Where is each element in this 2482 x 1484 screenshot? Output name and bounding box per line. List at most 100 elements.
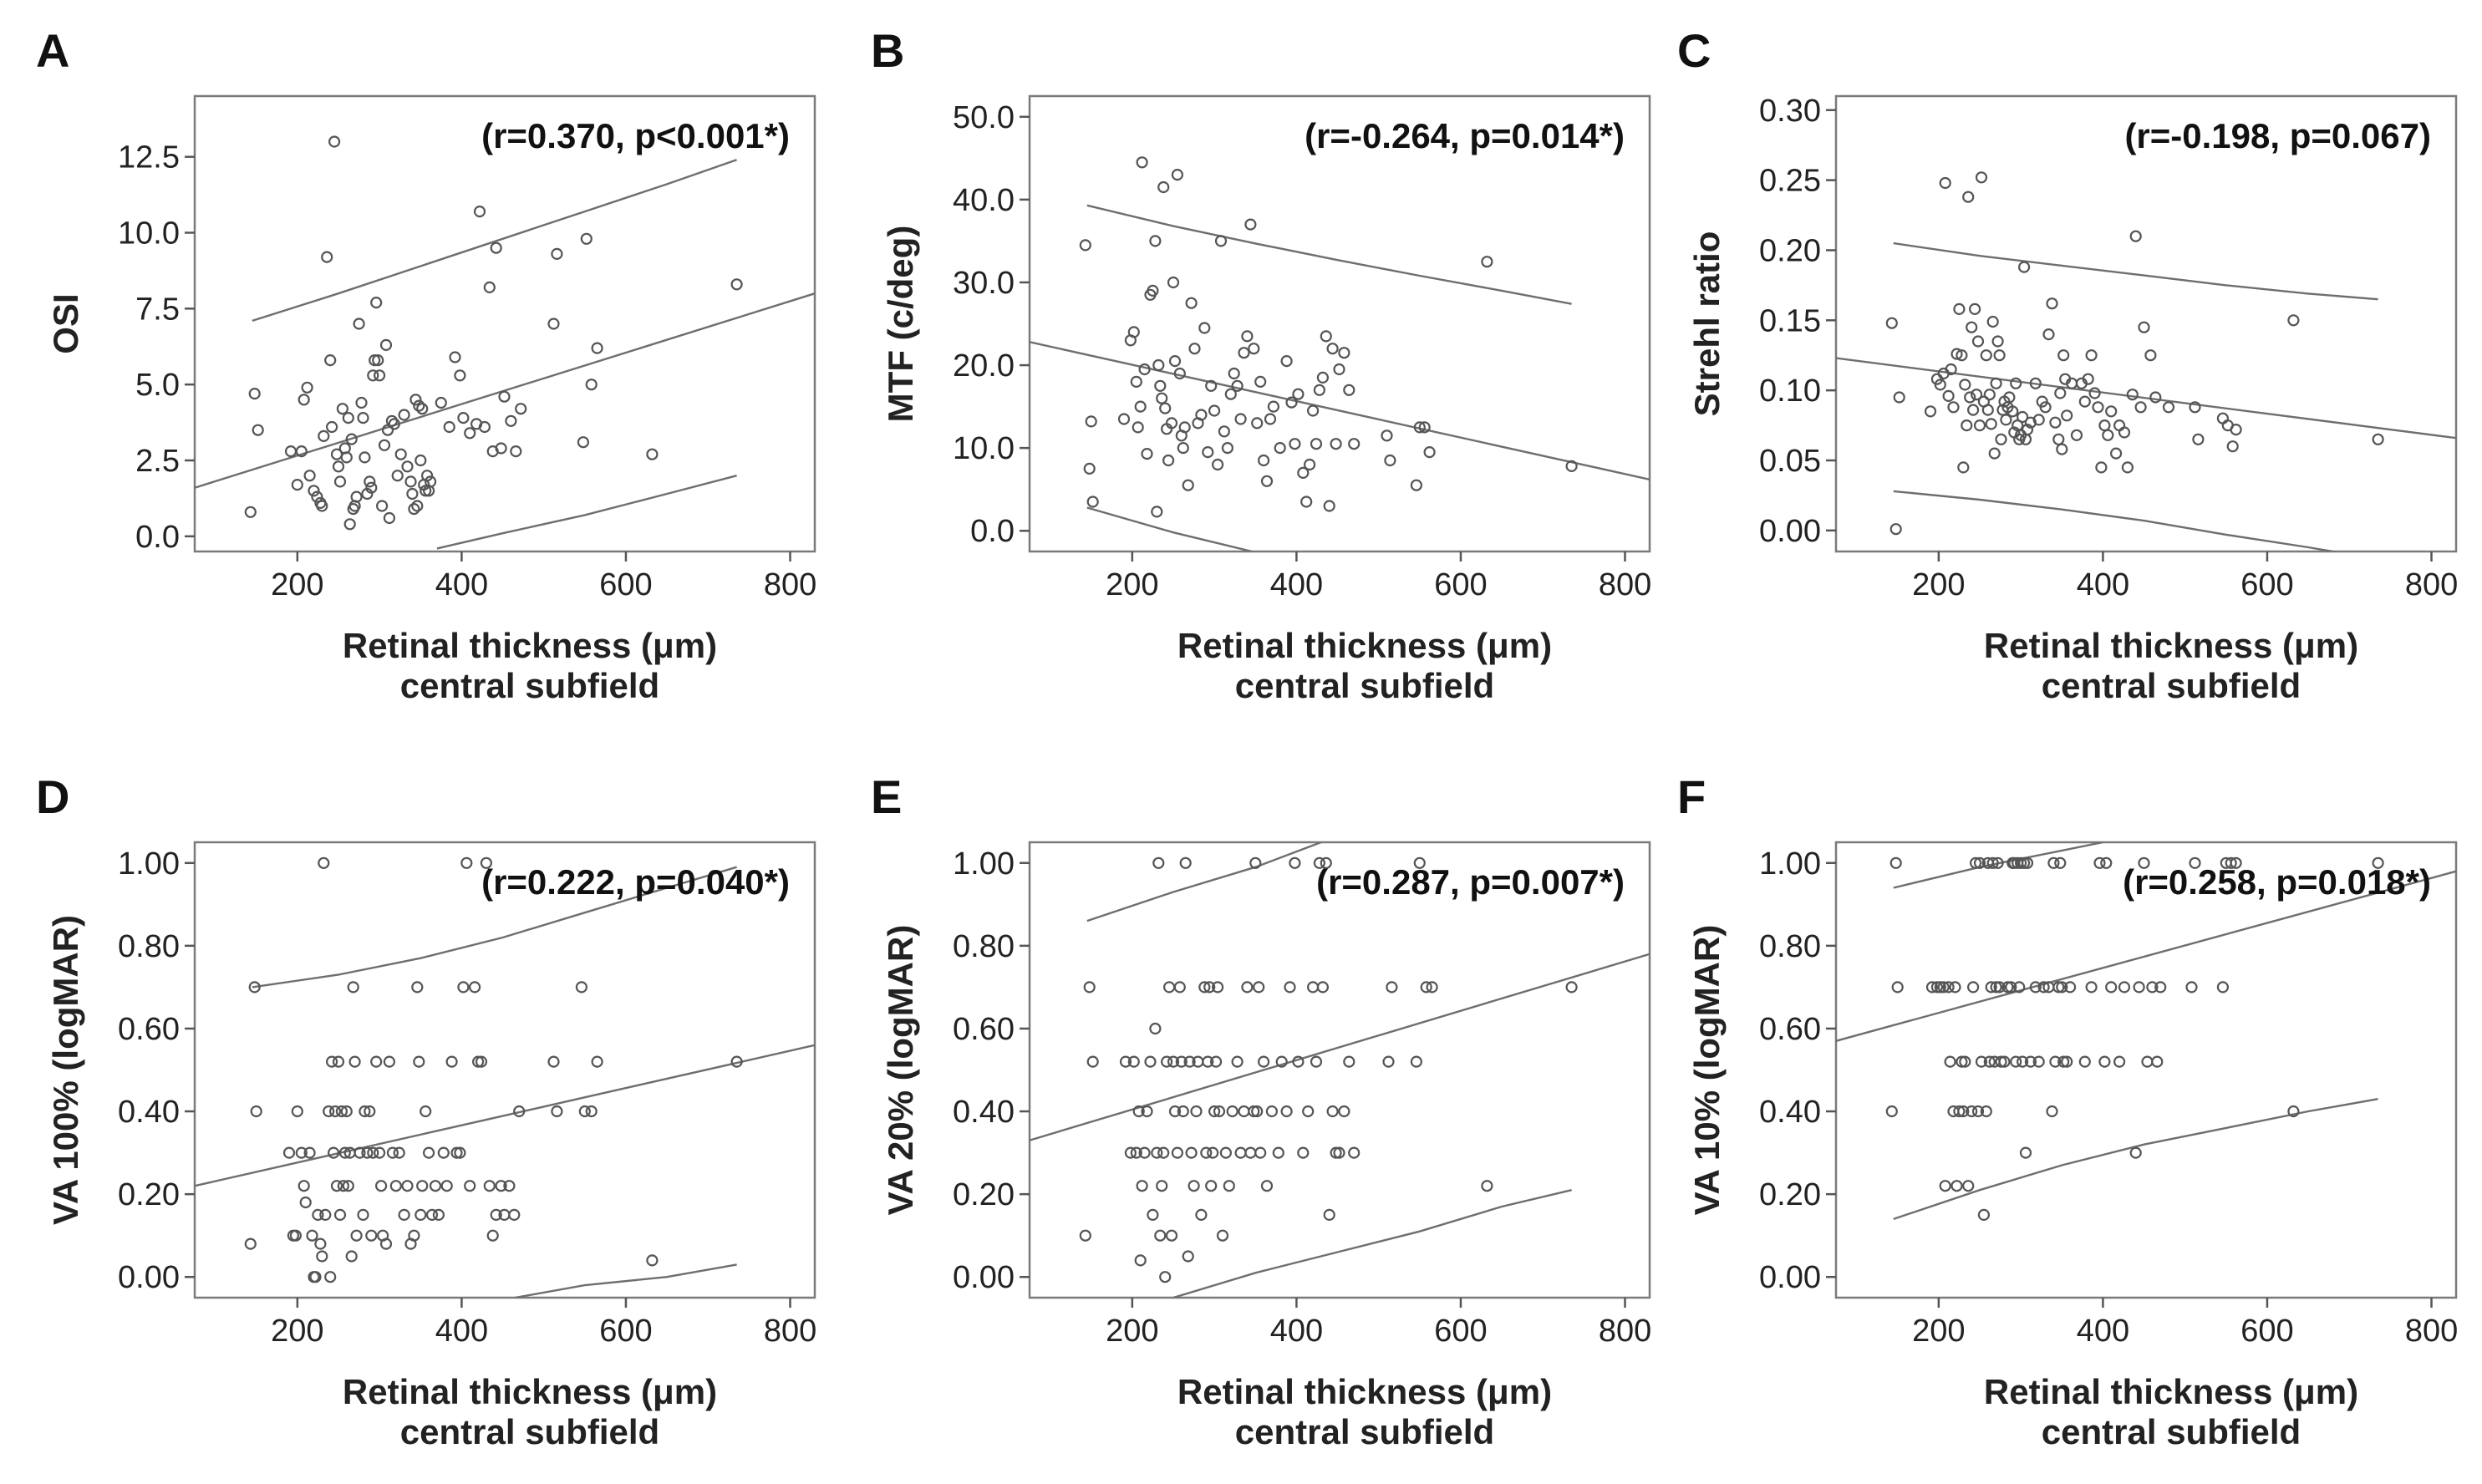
data-point xyxy=(318,856,330,869)
x-axis-subtitle: central subfield xyxy=(400,666,659,705)
data-point xyxy=(1410,479,1423,491)
data-point xyxy=(2162,401,2175,414)
data-point xyxy=(2054,387,2067,399)
data-point xyxy=(1966,321,1978,333)
data-point xyxy=(1264,413,1277,425)
data-point xyxy=(445,1055,458,1068)
x-tick-label: 400 xyxy=(2077,567,2129,602)
data-point xyxy=(394,448,407,460)
data-point xyxy=(1274,441,1286,455)
data-point xyxy=(248,388,261,400)
data-point xyxy=(298,394,310,406)
fit-lines xyxy=(195,866,815,1298)
data-point xyxy=(2001,981,2014,994)
data-point xyxy=(450,1146,463,1159)
regression-line xyxy=(1030,341,1650,480)
data-point xyxy=(347,981,359,994)
data-point xyxy=(252,424,264,436)
data-point xyxy=(1185,297,1198,309)
x-tick-label: 600 xyxy=(599,567,652,602)
data-point xyxy=(1343,1055,1355,1068)
data-point xyxy=(2039,401,2052,414)
data-point xyxy=(328,1146,340,1159)
x-tick-label: 200 xyxy=(1106,567,1158,602)
data-point xyxy=(1152,358,1165,372)
data-point xyxy=(1969,302,1981,315)
data-point xyxy=(1967,981,1980,994)
x-axis-title: Retinal thickness (μm) xyxy=(1177,1372,1552,1411)
data-point xyxy=(1949,981,1961,994)
data-point xyxy=(425,1208,439,1222)
y-tick-label: 0.20 xyxy=(118,1177,180,1212)
data-point xyxy=(495,1180,507,1192)
data-point xyxy=(1333,1146,1345,1159)
data-point xyxy=(1967,404,1980,416)
data-point xyxy=(1216,1229,1229,1242)
data-point xyxy=(2013,981,2026,994)
data-point xyxy=(398,409,410,421)
data-point xyxy=(432,1208,445,1222)
data-point xyxy=(1138,363,1151,376)
data-point xyxy=(498,390,511,403)
data-point xyxy=(1889,856,1902,869)
data-point xyxy=(2017,1055,2029,1068)
data-point xyxy=(2056,981,2068,994)
data-point xyxy=(1348,438,1361,450)
data-point xyxy=(730,278,743,291)
data-point xyxy=(2192,433,2205,445)
data-point xyxy=(1257,1055,1270,1068)
data-point xyxy=(1975,1055,1988,1068)
data-point xyxy=(282,1146,296,1159)
data-point xyxy=(388,418,400,430)
upper-ci-line xyxy=(252,159,737,323)
data-point xyxy=(311,490,323,503)
data-point xyxy=(646,448,659,460)
data-point xyxy=(1275,1055,1288,1068)
data-point xyxy=(1481,1180,1493,1192)
data-point xyxy=(1178,421,1191,434)
x-axis-title: Retinal thickness (μm) xyxy=(343,1372,717,1411)
fit-lines xyxy=(1030,204,1650,551)
data-point xyxy=(2070,429,2083,441)
data-point xyxy=(2061,409,2073,422)
data-point xyxy=(2189,856,2201,869)
data-point xyxy=(391,470,404,482)
data-point xyxy=(1889,523,1902,536)
data-point xyxy=(475,1055,488,1068)
data-point xyxy=(478,420,491,434)
y-tick-label: 30.0 xyxy=(953,266,1015,301)
data-point xyxy=(2057,349,2070,362)
data-point xyxy=(646,1254,659,1267)
data-point xyxy=(483,1180,496,1192)
data-point xyxy=(1381,429,1393,442)
panel-a: A 0.0 2.5 5.0 7.5 10.0 12.5 200 400 600 800 Retinal… xyxy=(36,24,816,705)
data-point xyxy=(551,247,563,260)
y-tick-label: 0.10 xyxy=(1759,374,1821,409)
data-point xyxy=(1973,419,1986,432)
data-point xyxy=(1149,1022,1162,1035)
data-point xyxy=(372,354,384,367)
y-tick-label: 2.5 xyxy=(135,444,180,479)
data-point xyxy=(1348,1146,1361,1159)
data-point xyxy=(1410,1055,1423,1068)
data-point xyxy=(319,1208,332,1222)
data-point xyxy=(464,1180,476,1192)
data-point xyxy=(495,442,507,455)
data-point xyxy=(1211,981,1224,994)
data-point xyxy=(1260,475,1274,487)
data-point xyxy=(1939,1180,1951,1192)
data-point xyxy=(2061,1055,2073,1068)
data-point xyxy=(374,1146,386,1159)
y-tick-label: 5.0 xyxy=(135,368,180,403)
data-point xyxy=(591,342,603,354)
y-tick-label: 0.20 xyxy=(1759,1177,1821,1212)
plot-area xyxy=(193,94,816,553)
data-point xyxy=(513,1105,526,1118)
data-point xyxy=(298,1180,310,1192)
data-point xyxy=(1154,1229,1167,1242)
x-tick-label: 600 xyxy=(2240,1314,2293,1349)
data-point xyxy=(383,511,395,525)
data-point xyxy=(1991,335,2004,348)
data-point xyxy=(420,1105,432,1118)
data-point xyxy=(454,1146,466,1159)
